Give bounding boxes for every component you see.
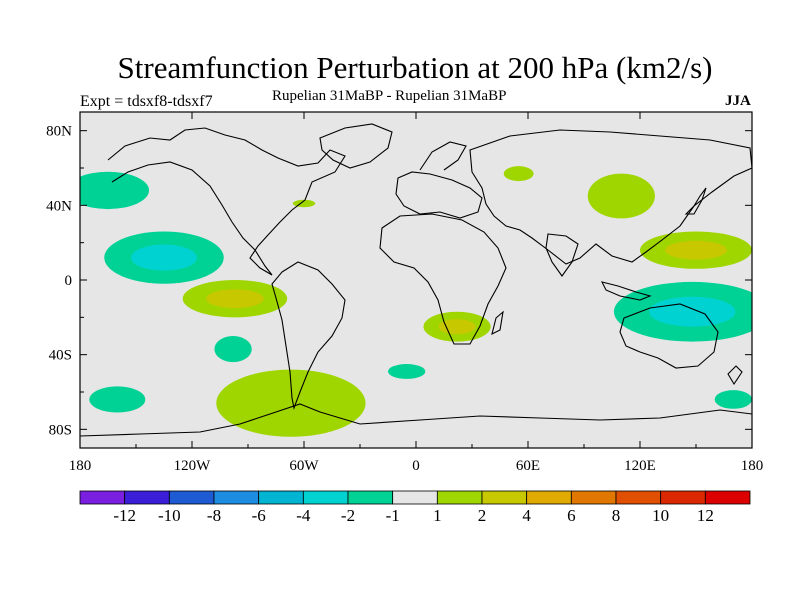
plot-title: Streamfunction Perturbation at 200 hPa (… [117,50,713,85]
coast-africa [379,213,507,345]
colorbar-label: -10 [158,506,181,525]
colorbar-label: -1 [386,506,400,525]
season-label: JJA [725,93,751,109]
x-tick-label: 120E [624,458,656,474]
coast-asia [469,129,752,265]
x-tick-label: 180 [69,458,92,474]
contour-regions [80,166,752,437]
x-tick-label: 0 [412,458,420,474]
colorbar-swatch [347,490,394,505]
coast-australia [619,303,719,369]
coastlines [80,123,752,437]
region-north-pacific-west [80,171,150,210]
period-label: Rupelian 31MaBP - Rupelian 31MaBP [272,88,507,104]
coast-japan [684,187,707,215]
colorbar: -12 -10 -8 -6 -4 -2 -1 1 2 4 6 8 10 12 [79,490,751,525]
colorbar-swatch [704,490,751,505]
coast-north-america [107,127,346,276]
region-central-pacific [104,231,224,284]
colorbar-label: 6 [567,506,576,525]
coast-europe [395,171,483,219]
region-southeast-pacific [214,336,252,363]
region-southern-ocean-east [714,390,752,409]
region-south-pacific-west [89,386,146,413]
coast-madagascar [491,310,504,336]
colorbar-swatch [168,490,215,505]
colorbar-swatch [660,490,706,505]
colorbar-swatch [213,490,260,505]
coast-greenland [319,123,393,169]
colorbar-label: 2 [478,506,487,525]
colorbar-label: -4 [296,506,311,525]
coast-india [545,233,579,277]
region-central-asia [503,166,534,182]
x-tick-label: 180 [741,458,764,474]
colorbar-swatch [481,490,528,505]
colorbar-swatch [302,490,349,505]
coast-south-america [271,261,346,410]
colorbar-swatch [615,490,662,505]
colorbar-label: -2 [341,506,355,525]
colorbar-swatch [570,490,617,505]
x-tick-label: 60E [516,458,540,474]
colorbar-label: -6 [252,506,266,525]
colorbar-swatch [436,490,483,505]
coast-antarctica [80,403,752,437]
colorbar-label: 1 [433,506,442,525]
region-southern-africa [423,311,491,342]
coast-scandinavia [419,141,467,171]
y-tick-label: 80N [46,124,72,140]
region-west-pacific-subtropics [640,231,752,269]
colorbar-label: 4 [522,506,531,525]
colorbar-label: -12 [113,506,136,525]
region-south-atlantic [388,364,426,379]
x-tick-label: 120W [174,458,212,474]
y-tick-label: 40N [46,198,72,214]
experiment-label: Expt = tdsxf8-tdsxf7 [80,93,213,110]
coast-indonesia [600,281,652,301]
y-tick-label: 40S [49,348,72,364]
colorbar-label: 10 [652,506,669,525]
y-tick-label: 0 [65,273,73,289]
coast-new-zealand [727,365,743,386]
region-east-pacific-tropics [182,280,288,318]
x-tick-label: 60W [289,458,319,474]
colorbar-label: -8 [207,506,221,525]
y-tick-label: 80S [49,422,72,438]
colorbar-swatch [392,490,438,505]
colorbar-label: 12 [697,506,714,525]
colorbar-swatch [258,490,304,505]
colorbar-swatch [124,490,170,505]
region-north-pacific-east [587,173,655,219]
axes: 180 120W 60W 0 60E 120E 180 80N 40N 0 40S 80S [46,112,763,474]
region-australia-indian-ocean [613,281,752,342]
colorbar-swatch [79,490,126,505]
colorbar-label: 8 [612,506,621,525]
colorbar-swatch [526,490,572,505]
